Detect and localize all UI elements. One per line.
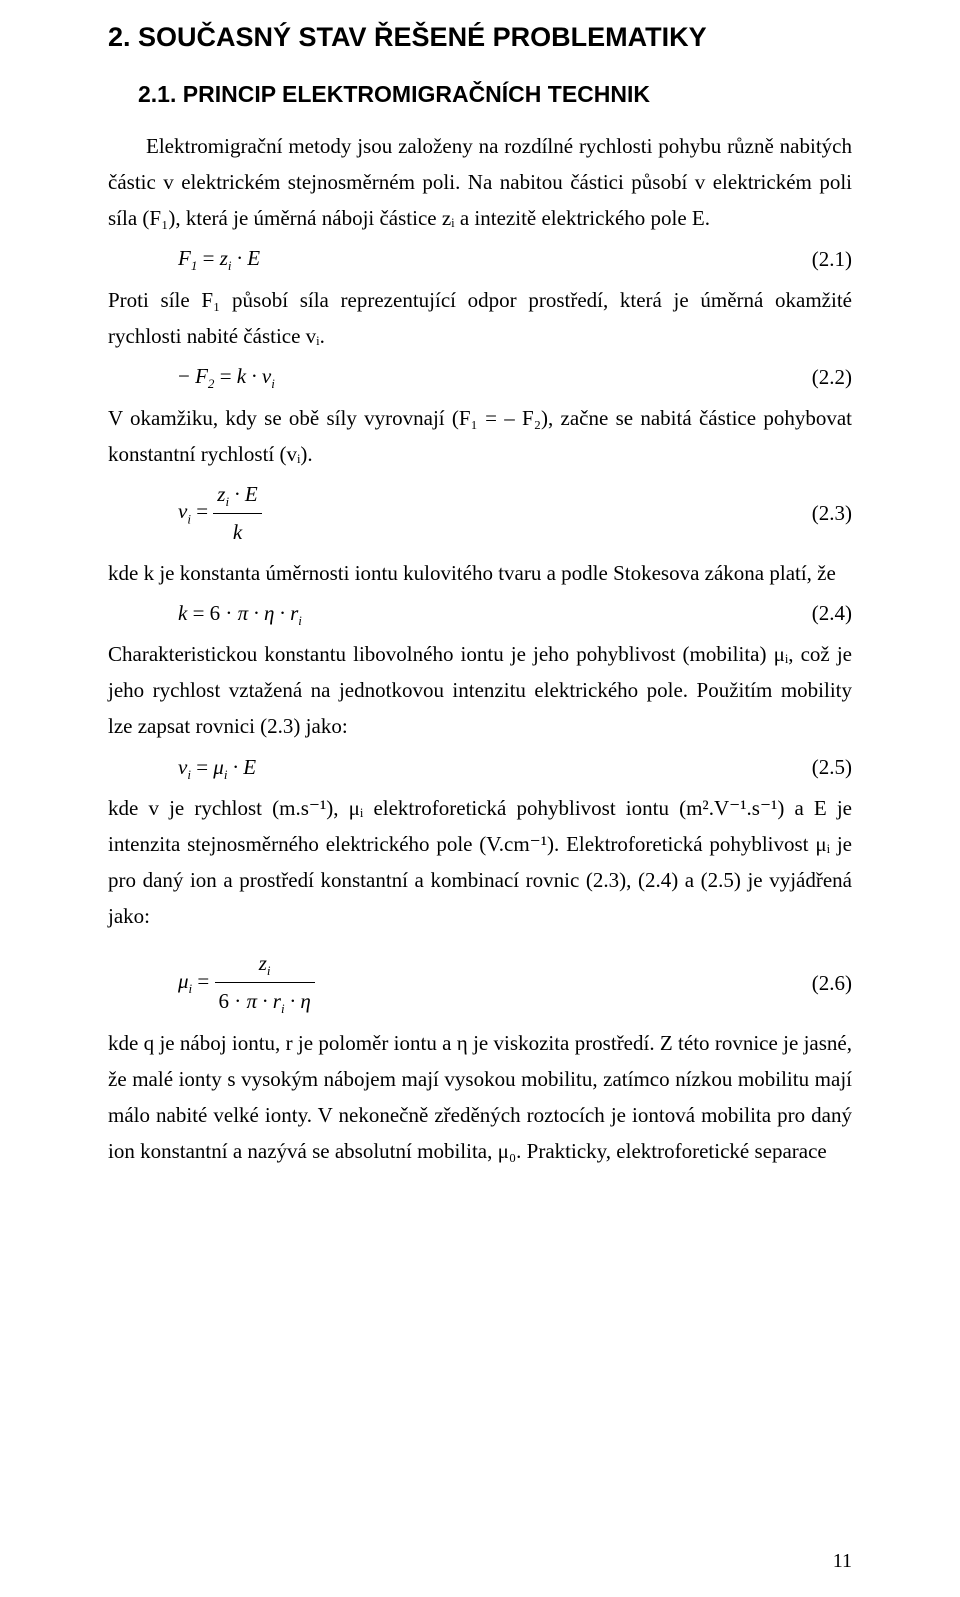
paragraph-4: kde k je konstanta úměrnosti iontu kulov…: [108, 555, 852, 591]
heading-1: 2. SOUČASNÝ STAV ŘEŠENÉ PROBLEMATIKY: [108, 22, 852, 53]
paragraph-3: V okamžiku, kdy se obě síly vyrovnají (F…: [108, 400, 852, 472]
equation-number: (2.4): [812, 595, 852, 631]
equation-2-3: νi = zi · E k (2.3): [108, 476, 852, 551]
page-number: 11: [833, 1550, 852, 1573]
equation-number: (2.1): [812, 241, 852, 277]
equation-number: (2.5): [812, 749, 852, 785]
equation-2-5: νi = μi · E (2.5): [108, 749, 852, 787]
equation-number: (2.3): [812, 495, 852, 531]
equation-2-2: − F2 = k · νi (2.2): [108, 358, 852, 396]
paragraph-5: Charakteristickou konstantu libovolného …: [108, 636, 852, 744]
heading-2: 2.1. PRINCIP ELEKTROMIGRAČNÍCH TECHNIK: [138, 81, 852, 108]
paragraph-6: kde v je rychlost (m.s⁻¹), μᵢ elektrofor…: [108, 790, 852, 934]
equation-2-6: μi = zi 6 · π · ri · η (2.6): [108, 945, 852, 1021]
paragraph-1: Elektromigrační metody jsou založeny na …: [108, 128, 852, 236]
equation-number: (2.6): [812, 965, 852, 1001]
paragraph-7: kde q je náboj iontu, r je poloměr iontu…: [108, 1025, 852, 1169]
page: 2. SOUČASNÝ STAV ŘEŠENÉ PROBLEMATIKY 2.1…: [0, 0, 960, 1597]
equation-number: (2.2): [812, 359, 852, 395]
equation-2-4: k = 6 · π · η · ri (2.4): [108, 595, 852, 633]
equation-2-1: F1 = zi · E (2.1): [108, 240, 852, 278]
paragraph-2: Proti síle F₁ působí síla reprezentující…: [108, 282, 852, 354]
